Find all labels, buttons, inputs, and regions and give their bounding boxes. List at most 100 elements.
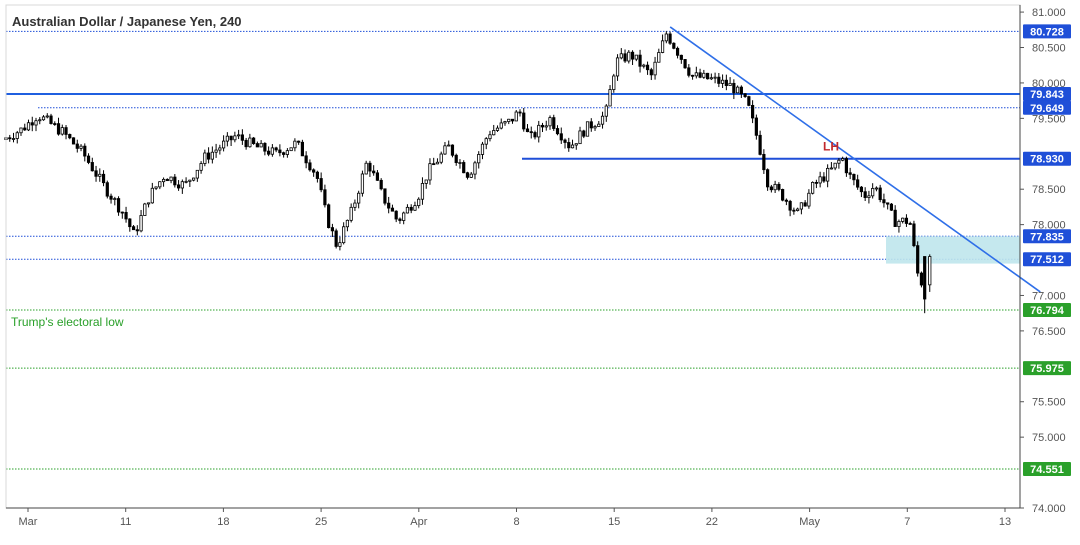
- candle-body: [582, 130, 586, 137]
- level-badge-label: 79.843: [1030, 89, 1064, 101]
- candle-body: [319, 178, 323, 191]
- candle-body: [327, 204, 331, 229]
- level-badge: [1023, 87, 1071, 102]
- candle-body: [724, 79, 728, 86]
- candle-body: [859, 186, 864, 193]
- level-badge: [1023, 24, 1071, 39]
- candle-body: [218, 147, 222, 151]
- price-tick-label: 75.000: [1032, 432, 1066, 444]
- candle-body: [574, 143, 578, 146]
- candle-body: [342, 226, 346, 244]
- candle-body: [34, 120, 38, 126]
- candle-body: [364, 162, 368, 175]
- candle-body: [679, 54, 683, 60]
- level-badge: [1023, 229, 1071, 244]
- candle-body: [923, 256, 927, 300]
- candle-body: [135, 229, 139, 232]
- candle-body: [405, 206, 410, 214]
- candle-body: [334, 230, 338, 247]
- candle-body: [128, 218, 132, 228]
- candle-body: [315, 171, 319, 179]
- time-tick-label: 25: [315, 516, 327, 528]
- level-badge: [1023, 151, 1071, 166]
- candle-body: [488, 134, 492, 140]
- candle-body: [143, 203, 147, 216]
- candle-body: [109, 195, 113, 200]
- candle-body: [766, 169, 770, 188]
- time-tick-label: Mar: [19, 516, 38, 528]
- candle-body: [649, 69, 653, 76]
- candle-body: [510, 118, 515, 122]
- candle-body: [372, 170, 376, 174]
- candle-body: [15, 132, 19, 139]
- candle-body: [751, 104, 755, 119]
- candle-body: [435, 161, 440, 165]
- level-badge: [1023, 100, 1071, 115]
- candle-body: [484, 138, 488, 145]
- candle-body: [867, 195, 871, 198]
- price-tick-label: 78.000: [1032, 220, 1066, 232]
- candle-body: [893, 209, 897, 227]
- candle-body: [293, 140, 297, 149]
- candle-body: [863, 191, 867, 198]
- resistance-zone: [886, 236, 1020, 264]
- candle-body: [267, 150, 271, 155]
- candle-body: [702, 72, 706, 78]
- candle-body: [901, 217, 905, 222]
- candle-body: [897, 221, 901, 227]
- candle-body: [788, 200, 792, 211]
- candle-body: [507, 118, 511, 122]
- candle-body: [417, 198, 421, 207]
- candle-body: [525, 128, 530, 133]
- candle-body: [64, 127, 68, 135]
- candle-body: [387, 202, 391, 209]
- candle-body: [19, 127, 23, 134]
- candle-body: [747, 96, 751, 106]
- candle-body: [660, 40, 665, 53]
- candle-body: [297, 140, 301, 143]
- candle-body: [615, 57, 620, 77]
- candle-body: [664, 33, 668, 42]
- candle-body: [514, 111, 518, 122]
- candle-body: [799, 202, 803, 210]
- candle-body: [856, 179, 860, 188]
- level-badge-label: 75.975: [1030, 363, 1064, 375]
- candle-body: [473, 162, 477, 175]
- candle-body: [634, 54, 638, 60]
- candle-body: [852, 173, 856, 181]
- candle-body: [736, 86, 740, 94]
- candle-body: [214, 149, 218, 153]
- candle-body: [503, 121, 507, 124]
- candle-body: [300, 141, 304, 157]
- candle-body: [349, 206, 353, 221]
- candle-body: [743, 93, 747, 97]
- trend-layer: [669, 26, 1041, 293]
- price-tick-label: 75.500: [1032, 397, 1066, 409]
- candle-body: [687, 67, 691, 76]
- candle-body: [889, 203, 894, 211]
- candle-body: [49, 115, 53, 124]
- price-tick-label: 81.000: [1032, 7, 1066, 19]
- candle-body: [176, 184, 181, 189]
- candle-body: [537, 124, 541, 138]
- candle-body: [394, 210, 398, 220]
- candle-body: [844, 158, 849, 174]
- zone-layer: [886, 236, 1020, 264]
- candle-body: [60, 127, 64, 135]
- candle-body: [518, 111, 522, 114]
- candle-body: [822, 176, 826, 182]
- candle-body: [559, 133, 563, 141]
- candle-body: [593, 126, 597, 129]
- time-tick-label: 8: [513, 516, 519, 528]
- candle-body: [278, 149, 282, 154]
- candle-body: [139, 215, 143, 232]
- candle-body: [675, 47, 680, 56]
- candle-body: [585, 121, 590, 137]
- candle-body: [360, 173, 365, 194]
- candle-body: [683, 59, 687, 69]
- candle-body: [101, 173, 106, 184]
- candle-body: [732, 82, 736, 94]
- time-tick-label: May: [799, 516, 820, 528]
